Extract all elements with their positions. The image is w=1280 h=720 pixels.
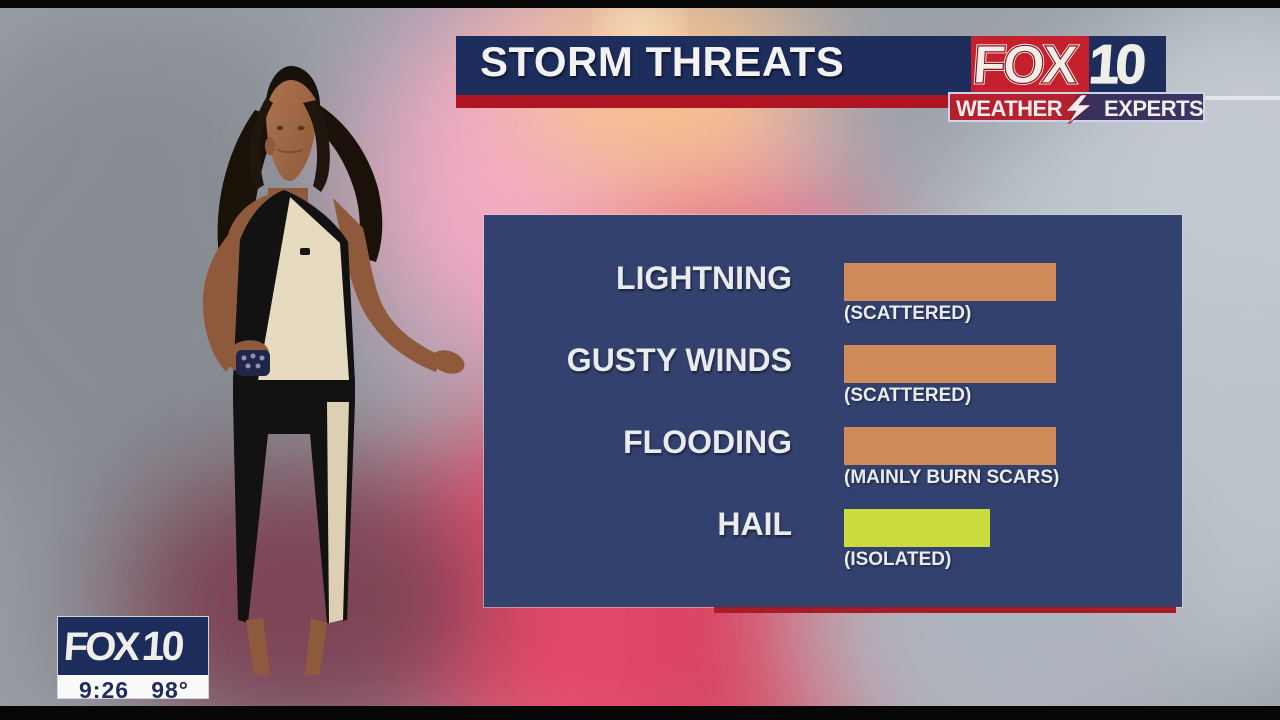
svg-text:10: 10 (140, 623, 185, 669)
svg-text:10: 10 (1087, 36, 1147, 95)
svg-text:FOX: FOX (971, 36, 1080, 95)
svg-text:EXPERTS: EXPERTS (1104, 96, 1203, 121)
svg-text:FOX: FOX (62, 625, 142, 669)
svg-text:WEATHER: WEATHER (956, 96, 1063, 121)
